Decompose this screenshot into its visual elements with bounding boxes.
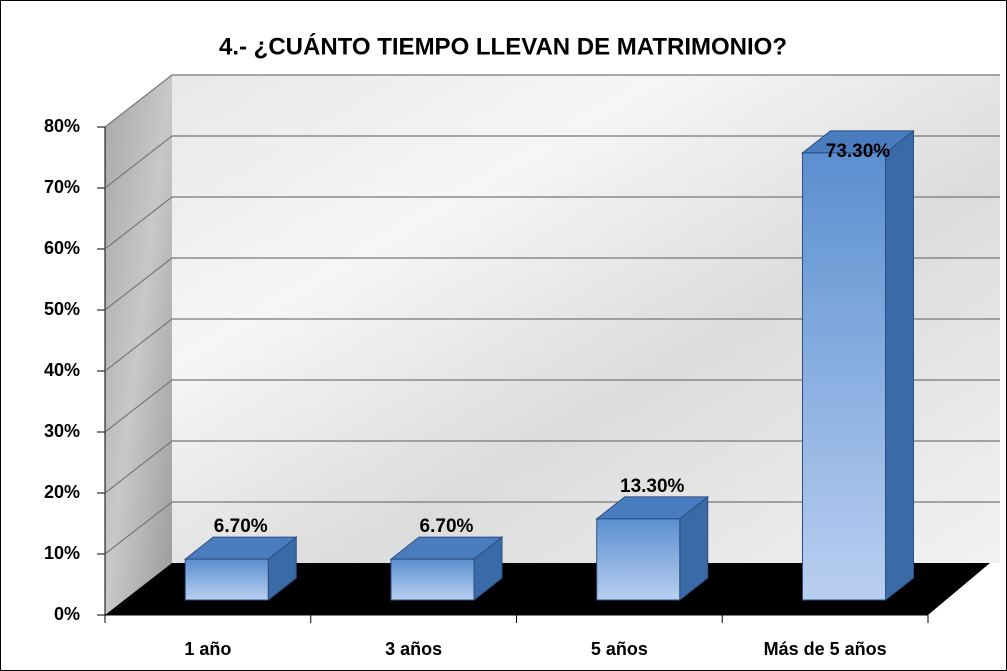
grid-line bbox=[104, 501, 1000, 555]
grid-line bbox=[104, 196, 1000, 250]
y-tick-label: 30% bbox=[44, 421, 80, 441]
y-tick-label: 50% bbox=[44, 299, 80, 319]
x-tick-label: Más de 5 años bbox=[764, 639, 887, 659]
bar bbox=[390, 558, 475, 601]
chart-title: 4.- ¿CUÁNTO TIEMPO LLEVAN DE MATRIMONIO? bbox=[219, 32, 787, 60]
floor bbox=[105, 563, 990, 615]
x-tick-label: 5 años bbox=[591, 639, 648, 659]
y-tick-label: 70% bbox=[44, 177, 80, 197]
bar bbox=[184, 558, 269, 601]
x-tick-label: 3 años bbox=[385, 639, 442, 659]
bar bbox=[801, 152, 886, 601]
y-tick-label: 40% bbox=[44, 360, 80, 380]
y-tick-label: 10% bbox=[44, 543, 80, 563]
grid-line bbox=[104, 257, 1000, 311]
bar-side bbox=[884, 129, 914, 602]
grid-line bbox=[104, 440, 1000, 494]
data-label: 6.70% bbox=[420, 516, 474, 537]
grid-line bbox=[104, 74, 1000, 128]
data-label: 73.30% bbox=[826, 141, 891, 162]
y-tick-label: 0% bbox=[54, 604, 80, 624]
grid-line bbox=[104, 379, 1000, 433]
y-tick-label: 80% bbox=[44, 116, 80, 136]
y-tick-label: 20% bbox=[44, 482, 80, 502]
bar bbox=[596, 518, 681, 601]
grid-line bbox=[104, 135, 1000, 189]
data-label: 13.30% bbox=[620, 476, 685, 497]
grid-line bbox=[104, 318, 1000, 372]
y-tick-label: 60% bbox=[44, 238, 80, 258]
data-label: 6.70% bbox=[214, 516, 268, 537]
x-tick-label: 1 año bbox=[184, 639, 231, 659]
